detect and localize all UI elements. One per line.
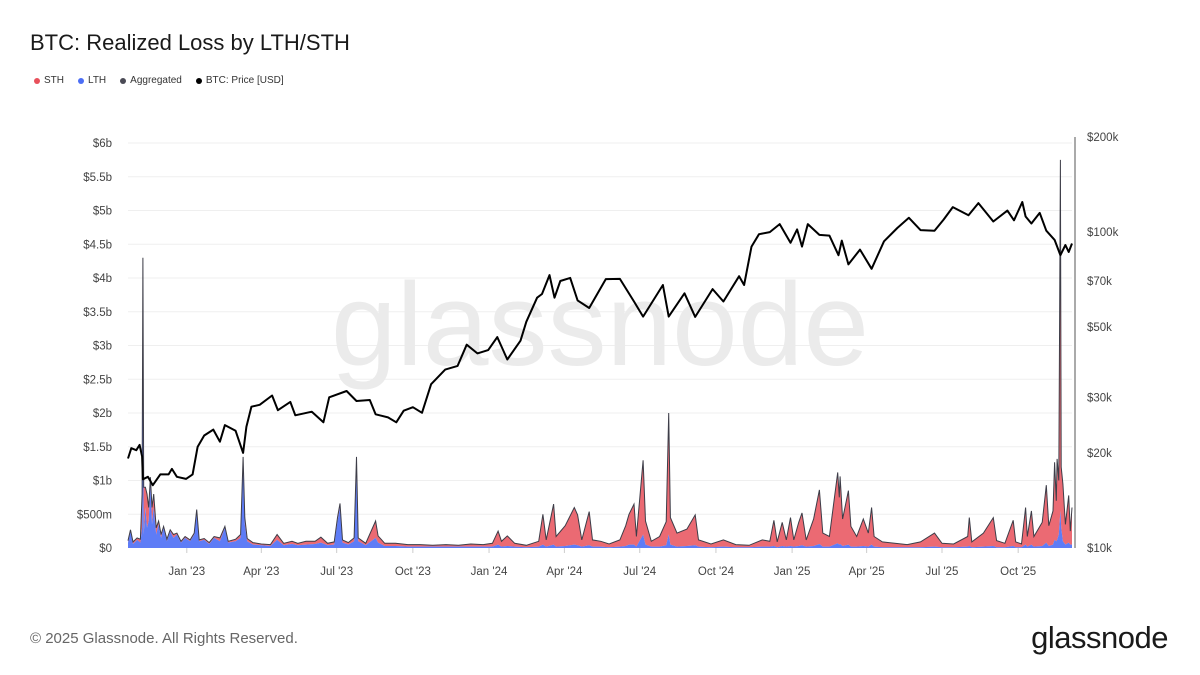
x-tick-label: Oct '25 xyxy=(1000,566,1036,578)
y-left-tick-label: $1.5b xyxy=(83,442,112,454)
legend-label: BTC: Price [USD] xyxy=(205,75,284,86)
y-right-tick-label: $100k xyxy=(1087,227,1119,239)
y-right-tick-label: $30k xyxy=(1087,392,1112,404)
legend-item-sth[interactable]: STH xyxy=(34,75,64,86)
y-left-tick-label: $2b xyxy=(93,408,112,420)
watermark: glassnode xyxy=(331,259,869,391)
y-left-tick-label: $4.5b xyxy=(83,239,112,251)
x-tick-label: Jul '24 xyxy=(623,566,656,578)
y-right-tick-label: $200k xyxy=(1087,132,1119,144)
price-dot-icon xyxy=(195,77,202,84)
y-left-tick-label: $5b xyxy=(93,206,112,218)
y-left-tick-label: $500m xyxy=(77,509,112,521)
x-tick-label: Jul '25 xyxy=(926,566,959,578)
lth-dot-icon xyxy=(78,77,84,84)
x-tick-label: Apr '24 xyxy=(546,566,583,578)
x-tick-label: Oct '24 xyxy=(698,566,735,578)
y-left-tick-label: $5.5b xyxy=(83,172,112,184)
x-tick-label: Jan '25 xyxy=(774,566,811,578)
y-right-tick-label: $70k xyxy=(1087,276,1112,288)
y-left-tick-label: $4b xyxy=(93,273,112,285)
legend-item-price[interactable]: BTC: Price [USD] xyxy=(195,75,284,86)
legend-item-lth[interactable]: LTH xyxy=(78,75,106,86)
y-right-tick-label: $50k xyxy=(1087,322,1112,334)
x-tick-label: Jan '24 xyxy=(471,566,508,578)
legend-label: STH xyxy=(44,75,64,86)
x-tick-label: Jan '23 xyxy=(168,566,205,578)
aggregated-line xyxy=(127,159,1073,546)
gridlines xyxy=(128,142,1072,515)
x-tick-label: Oct '23 xyxy=(395,566,431,578)
price-line-group xyxy=(127,201,1073,487)
glassnode-logo: glassnode xyxy=(1031,620,1168,655)
sth-dot-icon xyxy=(34,77,40,84)
aggregated-dot-icon xyxy=(120,77,127,84)
copyright-footer: © 2025 Glassnode. All Rights Reserved. xyxy=(30,630,298,647)
y-left-tick-label: $3.5b xyxy=(83,307,112,319)
legend: STH LTH Aggregated BTC: Price [USD] xyxy=(34,75,284,86)
x-tick-label: Apr '25 xyxy=(849,566,885,578)
y-left-tick-label: $1b xyxy=(93,476,112,488)
legend-item-aggregated[interactable]: Aggregated xyxy=(120,75,182,86)
x-tick-label: Apr '23 xyxy=(243,566,279,578)
y-right-tick-label: $10k xyxy=(1087,543,1112,555)
price-line xyxy=(127,201,1073,487)
y-right-tick-label: $20k xyxy=(1087,448,1112,460)
y-left-tick-label: $2.5b xyxy=(83,374,112,386)
loss-areas xyxy=(127,159,1073,548)
legend-label: LTH xyxy=(88,75,107,86)
y-left-tick-label: $0 xyxy=(99,543,112,555)
y-left-tick-label: $6b xyxy=(93,138,112,150)
legend-label: Aggregated xyxy=(130,75,182,86)
y-left-tick-label: $3b xyxy=(93,341,112,353)
chart-title: BTC: Realized Loss by LTH/STH xyxy=(30,30,350,55)
axes: $0 $500m $1b $1.5b $2b $2.5b $3b $3.5b $4b $4.5b $… xyxy=(77,132,1119,578)
x-tick-label: Jul '23 xyxy=(320,566,353,578)
